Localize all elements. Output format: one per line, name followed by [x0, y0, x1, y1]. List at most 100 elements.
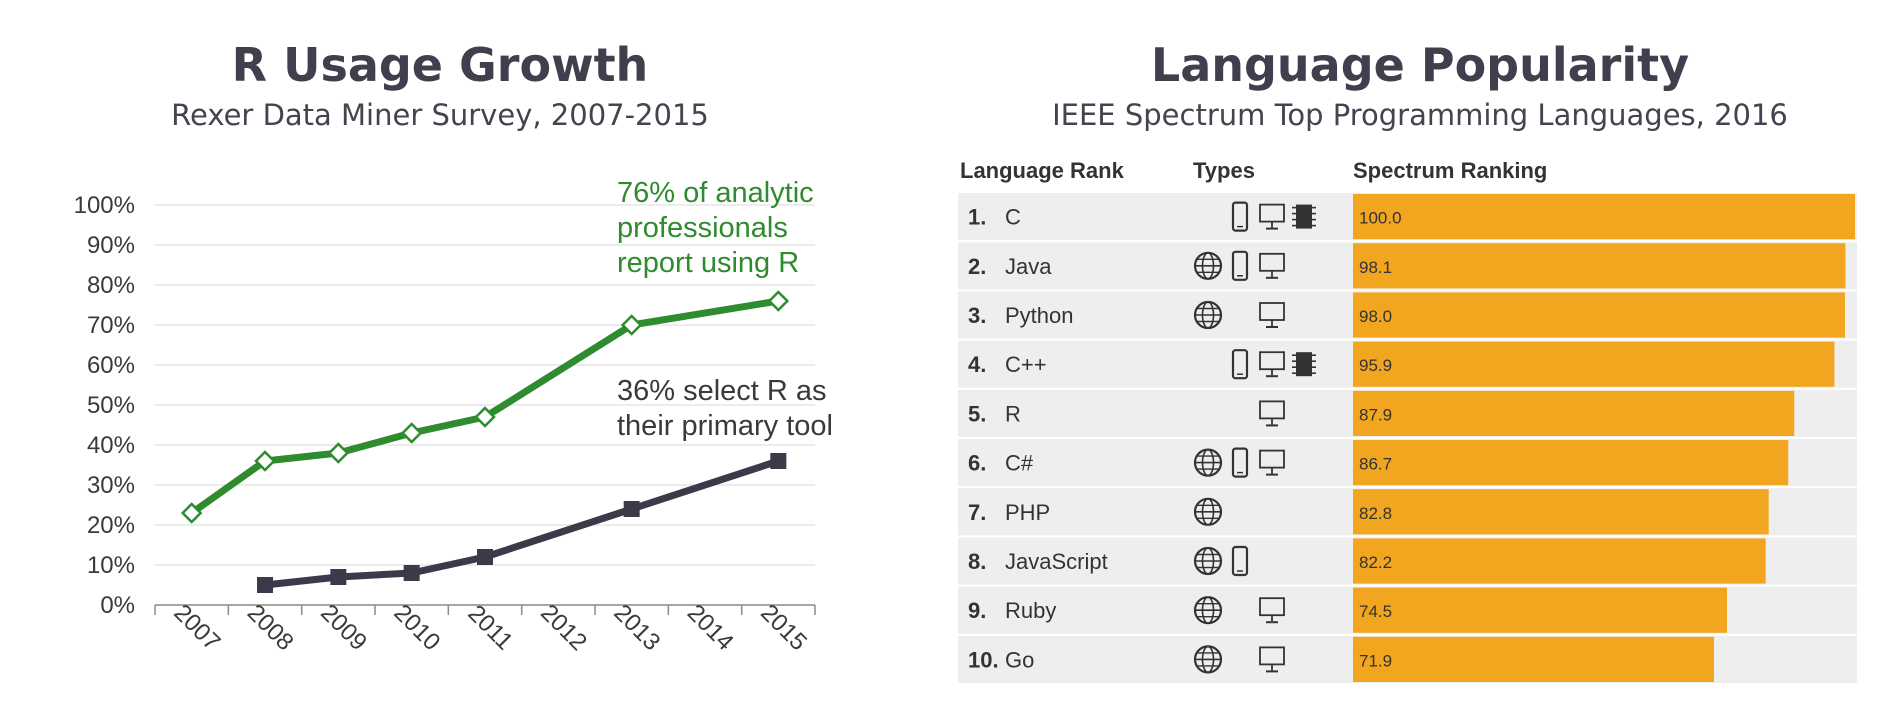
- left-chart-subtitle: Rexer Data Miner Survey, 2007-2015: [171, 98, 709, 132]
- data-point-all: [620, 314, 643, 336]
- bar-value-label: 74.5: [1359, 602, 1392, 621]
- x-tick-label: 2010: [389, 599, 446, 656]
- language-name: Ruby: [1005, 598, 1056, 623]
- bar-value-label: 82.8: [1359, 504, 1392, 523]
- web-icon: [1193, 546, 1223, 576]
- data-point-all: [767, 290, 790, 312]
- table-row: 2. Java 98.1: [958, 242, 1857, 290]
- language-name: C++: [1005, 352, 1047, 377]
- right-chart-title: Language Popularity: [1150, 38, 1690, 92]
- desktop-icon: [1259, 302, 1285, 328]
- data-point-primary: [403, 565, 420, 581]
- ranking-bar: [1353, 390, 1795, 436]
- table-row: 6. C# 86.7: [958, 439, 1857, 487]
- table-row: 3. Python 98.0: [958, 291, 1857, 339]
- ranking-bar: [1353, 194, 1855, 240]
- language-name: C: [1005, 205, 1021, 230]
- annotation-primary-tool: their primary tool: [617, 410, 833, 442]
- annotation-primary-tool: 36% select R as: [617, 375, 827, 407]
- table-row: 7. PHP 82.8: [958, 488, 1857, 536]
- data-point-all: [254, 450, 276, 472]
- language-name: Go: [1005, 647, 1034, 672]
- y-tick-label: 80%: [87, 272, 135, 299]
- rank-number: 4.: [968, 352, 986, 377]
- y-tick-label: 0%: [100, 592, 135, 619]
- table-row: 10. Go 71.9: [958, 635, 1857, 683]
- desktop-icon: [1259, 252, 1285, 279]
- mobile-icon: [1231, 447, 1249, 478]
- language-ranking-table: Language Rank Types Spectrum Ranking 1. C 100…: [958, 158, 1857, 683]
- web-icon: [1193, 645, 1223, 674]
- x-tick-label: 2008: [242, 599, 299, 656]
- y-tick-label: 60%: [87, 352, 135, 379]
- annotation-all-users: 76% of analytic: [617, 177, 814, 209]
- web-icon: [1193, 596, 1223, 625]
- column-header-rank: Language Rank: [960, 158, 1125, 183]
- desktop-icon: [1259, 449, 1285, 476]
- annotation-all-users: report using R: [617, 247, 799, 279]
- mobile-icon: [1231, 545, 1249, 577]
- bar-value-label: 87.9: [1359, 405, 1392, 424]
- rank-number: 5.: [968, 401, 986, 426]
- bar-value-label: 71.9: [1359, 651, 1392, 670]
- y-tick-label: 90%: [87, 232, 135, 259]
- table-row: 4. C++ 95.9: [958, 340, 1857, 388]
- language-name: JavaScript: [1005, 549, 1108, 574]
- y-tick-label: 70%: [87, 312, 135, 339]
- language-name: Java: [1005, 254, 1052, 279]
- embedded-icon: [1292, 352, 1316, 377]
- table-row: 5. R 87.9: [958, 389, 1857, 437]
- rank-number: 1.: [968, 205, 986, 230]
- x-tick-label: 2013: [609, 599, 666, 656]
- data-point-primary: [477, 549, 493, 565]
- annotation-all-users: professionals: [617, 212, 788, 244]
- x-tick-label: 2009: [315, 599, 372, 656]
- table-row: 8. JavaScript 82.2: [958, 537, 1857, 585]
- bar-value-label: 98.1: [1359, 258, 1392, 277]
- language-name: Python: [1005, 303, 1074, 328]
- data-point-all: [474, 406, 496, 428]
- ranking-bar: [1353, 243, 1846, 289]
- ranking-bar: [1353, 341, 1835, 387]
- x-tick-label: 2007: [169, 599, 226, 656]
- web-icon: [1193, 448, 1223, 477]
- rank-number: 7.: [968, 500, 986, 525]
- column-header-types: Types: [1193, 158, 1255, 183]
- data-point-primary: [770, 453, 787, 469]
- desktop-icon: [1259, 597, 1285, 624]
- table-row: 9. Ruby 74.5: [958, 586, 1857, 634]
- data-point-all: [180, 502, 203, 524]
- r-usage-line-chart: 0% 10% 20% 30% 40% 50% 60% 70% 80% 90% 100% 2007 200…: [74, 177, 833, 656]
- column-header-ranking: Spectrum Ranking: [1353, 158, 1547, 183]
- data-point-all: [400, 422, 423, 444]
- rank-number: 6.: [968, 451, 986, 476]
- web-icon: [1193, 497, 1223, 526]
- x-tick-label: 2015: [755, 599, 812, 656]
- data-point-primary: [623, 501, 640, 517]
- rank-number: 2.: [968, 254, 986, 279]
- x-tick-label: 2012: [535, 599, 592, 656]
- embedded-icon: [1292, 204, 1316, 229]
- rank-number: 8.: [968, 549, 986, 574]
- bar-value-label: 82.2: [1359, 553, 1392, 572]
- mobile-icon: [1231, 349, 1249, 380]
- ranking-bar: [1353, 440, 1789, 486]
- x-tick-label: 2011: [463, 600, 519, 656]
- data-point-primary: [330, 569, 347, 585]
- y-tick-label: 10%: [87, 552, 135, 579]
- data-point-primary: [257, 577, 273, 593]
- table-row: 1. C 100.0: [958, 193, 1857, 241]
- web-icon: [1193, 300, 1223, 330]
- mobile-icon: [1231, 201, 1249, 232]
- bar-value-label: 98.0: [1359, 307, 1392, 326]
- rank-number: 10.: [968, 647, 999, 672]
- data-point-all: [327, 442, 350, 464]
- bar-value-label: 95.9: [1359, 356, 1392, 375]
- y-tick-label: 40%: [87, 432, 135, 459]
- rank-number: 9.: [968, 598, 986, 623]
- ranking-bar: [1353, 587, 1727, 633]
- bar-value-label: 86.7: [1359, 455, 1392, 474]
- language-name: R: [1005, 401, 1021, 426]
- rank-number: 3.: [968, 303, 986, 328]
- y-tick-label: 30%: [87, 472, 135, 499]
